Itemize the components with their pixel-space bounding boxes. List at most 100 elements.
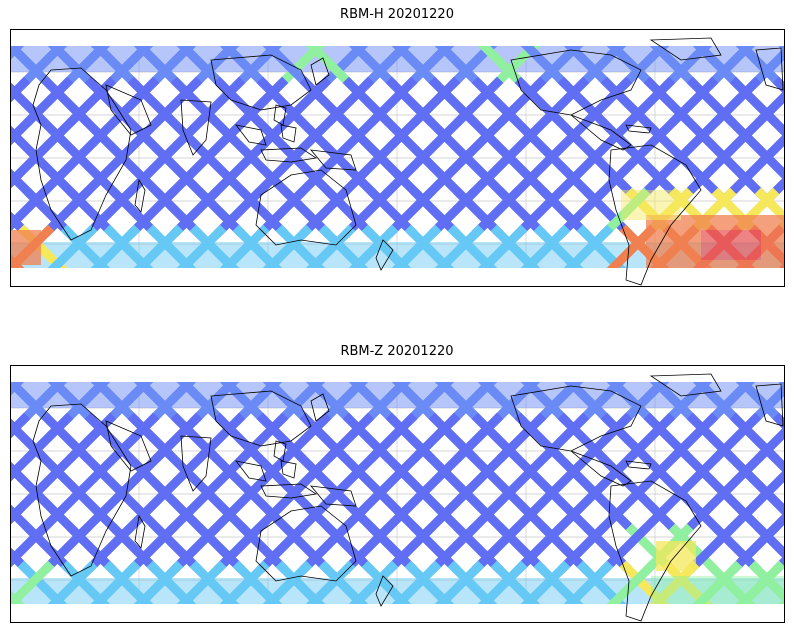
swath-segment xyxy=(508,150,559,201)
swath-segment xyxy=(735,560,784,611)
swath-segment xyxy=(121,486,172,537)
swath-segment xyxy=(563,560,614,611)
swath-segment xyxy=(219,224,270,275)
swath-segment xyxy=(11,76,31,103)
swath-segment xyxy=(11,560,55,611)
swath-segment xyxy=(692,39,743,90)
swath-segment xyxy=(391,39,442,90)
swath-segment xyxy=(471,187,522,238)
south-gap xyxy=(11,268,784,286)
swath-segment xyxy=(606,375,657,426)
coastline xyxy=(235,460,267,482)
swath-segment xyxy=(84,187,135,238)
swath-segment xyxy=(422,113,473,164)
swath-segment xyxy=(41,187,92,238)
swath-segment xyxy=(11,125,43,164)
coastline xyxy=(180,99,212,156)
swath-segment xyxy=(336,449,387,500)
swath-segment xyxy=(47,560,98,611)
swath-segment xyxy=(262,224,313,275)
swath-segment xyxy=(256,187,307,238)
swath-segment xyxy=(336,150,387,201)
coastline xyxy=(273,104,287,126)
swath-segment xyxy=(35,150,86,201)
swath-segment xyxy=(133,224,184,275)
swath-segment xyxy=(262,560,313,611)
coastline xyxy=(375,239,394,271)
swath-segment xyxy=(78,150,129,201)
swath-segment xyxy=(508,449,559,500)
swath-segment xyxy=(465,486,516,537)
swath-segment xyxy=(176,560,227,611)
coastline xyxy=(649,373,722,397)
swath-segment xyxy=(213,523,264,574)
coastline xyxy=(134,178,146,213)
swath-segment xyxy=(164,113,215,164)
swath-segment xyxy=(336,486,387,537)
map-title-rbm-h: RBM-H 20201220 xyxy=(340,7,454,22)
swath-segment xyxy=(219,375,270,426)
swath-segment xyxy=(760,150,784,181)
satellite-swaths xyxy=(11,375,784,611)
swath-segment xyxy=(133,560,184,611)
swath-segment xyxy=(293,113,344,164)
swath-segment xyxy=(649,39,700,90)
swath-segment xyxy=(78,449,129,500)
swath-segment xyxy=(256,412,307,463)
swath-segment xyxy=(471,523,522,574)
swath-segment xyxy=(348,560,399,611)
swath-segment xyxy=(305,560,356,611)
swath-segment xyxy=(434,560,485,611)
swath-segment xyxy=(11,82,49,127)
swath-segment xyxy=(729,412,780,463)
swath-segment xyxy=(594,150,645,201)
swath-segment xyxy=(514,412,565,463)
swath-segment xyxy=(514,76,565,127)
swath-segment xyxy=(299,76,350,127)
swath-segment xyxy=(723,449,774,500)
swath-segment xyxy=(551,150,602,201)
swath-segment xyxy=(760,469,784,500)
swath-segment xyxy=(262,375,313,426)
swath-segment xyxy=(90,39,141,90)
swath-segment xyxy=(729,523,780,574)
swath-segment xyxy=(649,560,700,611)
swath-segment xyxy=(256,76,307,127)
coastline xyxy=(649,37,722,61)
swath-segment xyxy=(600,412,651,463)
swath-segment xyxy=(41,412,92,463)
swath-segment xyxy=(256,523,307,574)
swath-segment xyxy=(121,150,172,201)
swath-segment xyxy=(465,150,516,201)
swath-segment xyxy=(213,412,264,463)
swath-segment xyxy=(35,486,86,537)
swath-segment xyxy=(760,133,784,164)
coastline xyxy=(255,169,357,246)
swath-segment xyxy=(41,76,92,127)
swath-map-rbm-z xyxy=(11,366,784,622)
coastline xyxy=(134,514,146,549)
coastline xyxy=(105,420,152,472)
swath-segment xyxy=(127,412,178,463)
swath-segment xyxy=(563,375,614,426)
north-gap xyxy=(11,366,784,382)
swath-segment xyxy=(213,76,264,127)
swath-segment xyxy=(637,486,688,537)
swath-segment xyxy=(471,412,522,463)
swath-segment xyxy=(250,486,301,537)
swath-segment xyxy=(428,412,479,463)
swath-segment xyxy=(299,187,350,238)
swath-segment xyxy=(176,375,227,426)
swath-segment xyxy=(563,224,614,275)
swath-segment xyxy=(563,39,614,90)
graticule xyxy=(11,366,784,622)
swath-segment xyxy=(219,39,270,90)
swath-segment xyxy=(477,39,528,90)
swath-segment xyxy=(723,150,774,201)
swath-segment xyxy=(379,486,430,537)
swath-segment xyxy=(600,523,651,574)
swath-segment xyxy=(557,187,608,238)
swath-segment xyxy=(508,113,559,164)
coastline xyxy=(375,575,394,607)
swath-segment xyxy=(606,224,657,275)
